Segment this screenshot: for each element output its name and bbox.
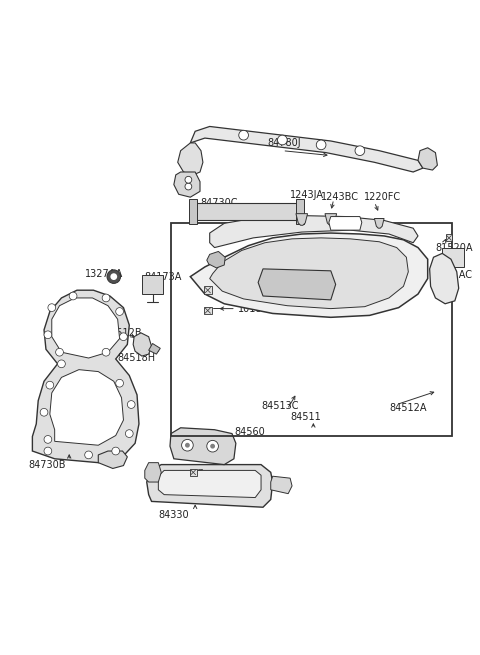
Circle shape — [110, 273, 117, 280]
Circle shape — [120, 333, 127, 341]
Circle shape — [56, 348, 63, 356]
Polygon shape — [418, 148, 437, 170]
Text: 84777D: 84777D — [215, 264, 253, 274]
Text: 84330: 84330 — [158, 510, 189, 520]
Circle shape — [44, 331, 52, 339]
Text: 84512B: 84512B — [104, 328, 142, 338]
Circle shape — [207, 440, 218, 452]
Polygon shape — [133, 333, 152, 356]
Polygon shape — [210, 238, 408, 309]
Bar — [142, 274, 163, 294]
Circle shape — [107, 270, 120, 284]
Bar — [442, 248, 464, 267]
Polygon shape — [374, 219, 384, 228]
Circle shape — [46, 381, 54, 389]
Bar — [189, 199, 197, 224]
Polygon shape — [207, 252, 225, 268]
Polygon shape — [98, 451, 127, 468]
Text: 1243BC: 1243BC — [321, 192, 359, 202]
Text: 84780J: 84780J — [268, 138, 301, 148]
Polygon shape — [145, 462, 161, 482]
Text: 1327AA: 1327AA — [84, 269, 123, 279]
Polygon shape — [174, 172, 200, 197]
Text: 84730C: 84730C — [200, 198, 238, 208]
Polygon shape — [52, 298, 120, 358]
Circle shape — [102, 348, 110, 356]
Polygon shape — [149, 343, 160, 354]
Circle shape — [277, 135, 287, 145]
Circle shape — [185, 176, 192, 183]
Text: 84173A: 84173A — [145, 272, 182, 282]
Circle shape — [239, 130, 249, 140]
Circle shape — [44, 436, 52, 443]
Text: 1220FC: 1220FC — [364, 192, 401, 202]
Circle shape — [44, 447, 52, 455]
Circle shape — [355, 146, 365, 155]
Bar — [171, 223, 452, 436]
Text: 1018AD: 1018AD — [238, 304, 276, 314]
Circle shape — [40, 409, 48, 416]
Polygon shape — [32, 290, 139, 462]
Polygon shape — [191, 233, 428, 317]
Circle shape — [84, 451, 93, 458]
Text: 1221AC: 1221AC — [435, 270, 473, 280]
Circle shape — [125, 430, 133, 438]
Polygon shape — [430, 253, 459, 304]
Text: 84512A: 84512A — [389, 403, 426, 413]
Circle shape — [185, 183, 192, 190]
Text: 84511: 84511 — [290, 412, 321, 422]
Text: 81520A: 81520A — [435, 242, 473, 253]
Polygon shape — [258, 269, 336, 300]
Bar — [204, 286, 212, 294]
Circle shape — [116, 308, 123, 316]
Polygon shape — [191, 126, 423, 172]
Circle shape — [48, 304, 56, 312]
Polygon shape — [158, 470, 261, 498]
Polygon shape — [210, 215, 418, 248]
Circle shape — [58, 360, 65, 367]
Text: 84730B: 84730B — [28, 460, 66, 470]
Circle shape — [185, 443, 190, 447]
Polygon shape — [271, 476, 292, 494]
Circle shape — [127, 401, 135, 409]
Bar — [296, 199, 304, 224]
Circle shape — [316, 140, 326, 150]
Text: 84560: 84560 — [234, 426, 264, 437]
Text: 84518C: 84518C — [238, 288, 276, 298]
Polygon shape — [178, 143, 203, 175]
Bar — [445, 234, 453, 241]
Bar — [204, 307, 212, 314]
Circle shape — [116, 379, 123, 387]
Circle shape — [210, 444, 215, 449]
Polygon shape — [325, 214, 336, 225]
Polygon shape — [296, 214, 308, 225]
Polygon shape — [147, 464, 273, 507]
Circle shape — [102, 294, 110, 302]
Text: 1243JA: 1243JA — [290, 190, 324, 200]
Circle shape — [69, 292, 77, 300]
Text: 84518H: 84518H — [118, 353, 156, 363]
Polygon shape — [50, 369, 123, 445]
Circle shape — [112, 447, 120, 455]
Polygon shape — [329, 217, 362, 230]
Polygon shape — [170, 428, 236, 464]
Circle shape — [181, 440, 193, 451]
Bar — [190, 469, 197, 476]
Text: 84513C: 84513C — [261, 402, 299, 411]
Text: 1018AD: 1018AD — [187, 475, 226, 485]
Bar — [193, 203, 300, 221]
